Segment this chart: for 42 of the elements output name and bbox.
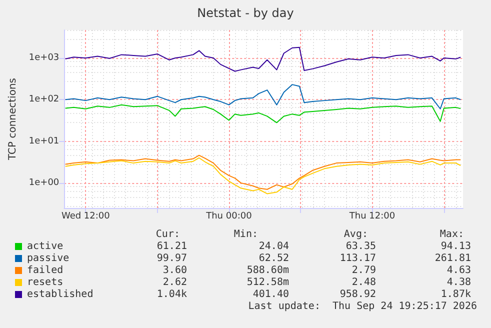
y-tick-label: 1e+00 [28, 178, 60, 188]
text: Cur: [156, 229, 180, 241]
text: 94.13 [440, 241, 471, 253]
chart-title: Netstat - by day [197, 6, 294, 20]
text: 4.63 [446, 265, 471, 277]
text: 261.81 [434, 253, 471, 265]
line-series [64, 104, 462, 124]
legend-label: passive [27, 253, 70, 265]
text: 401.40 [252, 289, 289, 301]
y-tick-label: 1e+02 [28, 94, 60, 105]
text: 588.60m [246, 265, 289, 277]
x-tick-label: Wed 12:00 [61, 212, 110, 222]
text: Last update: Thu Sep 24 19:25:17 2026 [248, 301, 477, 313]
text: 1.87k [440, 289, 471, 301]
legend-label: established [27, 289, 94, 301]
x-tick-label: Thu 00:00 [205, 212, 252, 222]
text: 62.52 [258, 253, 289, 265]
text: 3.60 [162, 265, 187, 277]
text: Max: [440, 229, 464, 241]
legend-label: active [27, 241, 64, 253]
y-tick-label: 1e+03 [28, 52, 60, 63]
text: Avg: [344, 229, 368, 241]
text: 4.38 [446, 277, 471, 289]
text: 61.21 [156, 241, 187, 253]
text: Min: [234, 229, 258, 241]
text: 99.97 [156, 253, 187, 265]
text: 2.79 [352, 265, 376, 277]
y-tick-label: 1e+01 [28, 136, 60, 146]
text: 63.35 [346, 241, 376, 253]
legend-label: resets [27, 277, 64, 289]
legend-label: failed [27, 265, 64, 277]
text: 1.04k [156, 289, 187, 301]
text: 2.48 [352, 277, 376, 289]
y-axis-title: TCP connections [8, 78, 18, 162]
text: 113.17 [340, 253, 376, 265]
text: 512.58m [246, 277, 289, 289]
line-series [64, 46, 462, 72]
text: 2.62 [162, 277, 187, 289]
text: 958.92 [340, 289, 376, 301]
x-tick-label: Thu 12:00 [348, 212, 396, 222]
text: 24.04 [258, 241, 289, 253]
line-series [64, 84, 462, 110]
